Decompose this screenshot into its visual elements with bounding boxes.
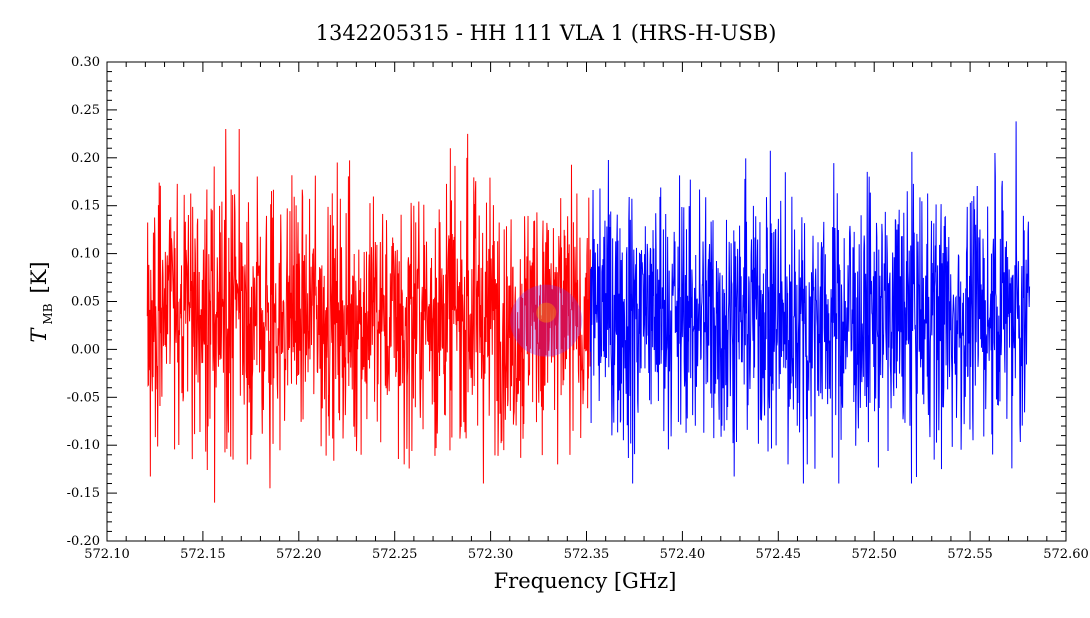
y-axis-ticks: 0.30 0.25 0.20 0.15 0.10 0.05 0.00 -0.05 -0.10 -0… xyxy=(67,55,1066,549)
series-line-0 xyxy=(146,129,591,503)
y-axis-label: T MB [K] xyxy=(27,261,56,342)
x-tick-label: 572.35 xyxy=(564,547,610,562)
watermark-layer xyxy=(510,284,583,357)
plot-area: 572.10 572.15 572.20 572.25 572.30 572.35 572.… xyxy=(67,55,1089,562)
x-tick-label: 572.45 xyxy=(756,547,802,562)
y-tick-label: 0.15 xyxy=(71,199,100,214)
x-tick-label: 572.10 xyxy=(84,547,130,562)
hifi-logo-core xyxy=(536,302,557,323)
x-axis-label: Frequency [GHz] xyxy=(494,569,677,593)
y-tick-label: 0.25 xyxy=(71,103,100,118)
x-tick-label: 572.20 xyxy=(276,547,322,562)
y-tick-label: -0.20 xyxy=(67,534,100,549)
svg-text:T MB [K]: T MB [K] xyxy=(27,261,56,342)
x-tick-label: 572.25 xyxy=(372,547,418,562)
x-axis-ticks: 572.10 572.15 572.20 572.25 572.30 572.35 572.… xyxy=(84,62,1089,562)
x-tick-label: 572.30 xyxy=(468,547,514,562)
y-tick-label: -0.05 xyxy=(67,390,100,405)
y-tick-label: 0.05 xyxy=(71,295,100,310)
y-axis-label-symbol: T xyxy=(27,327,51,343)
x-tick-label: 572.40 xyxy=(660,547,706,562)
y-tick-label: -0.10 xyxy=(67,438,100,453)
x-tick-label: 572.55 xyxy=(947,547,993,562)
y-tick-label: 0.20 xyxy=(71,151,100,166)
y-tick-label: 0.30 xyxy=(71,55,100,70)
y-axis-label-subscript: MB xyxy=(41,303,55,324)
y-tick-label: -0.15 xyxy=(67,486,100,501)
y-axis-label-unit: [K] xyxy=(27,261,51,293)
x-tick-label: 572.60 xyxy=(1043,547,1089,562)
chart-title: 1342205315 - HH 111 VLA 1 (HRS-H-USB) xyxy=(316,21,777,45)
y-tick-label: 0.10 xyxy=(71,247,100,262)
hifi-logo-icon xyxy=(510,284,583,357)
x-tick-label: 572.50 xyxy=(851,547,897,562)
y-tick-label: 0.00 xyxy=(71,342,100,357)
series-line-1 xyxy=(589,121,1031,484)
x-tick-label: 572.15 xyxy=(180,547,226,562)
series-layer xyxy=(146,121,1031,503)
